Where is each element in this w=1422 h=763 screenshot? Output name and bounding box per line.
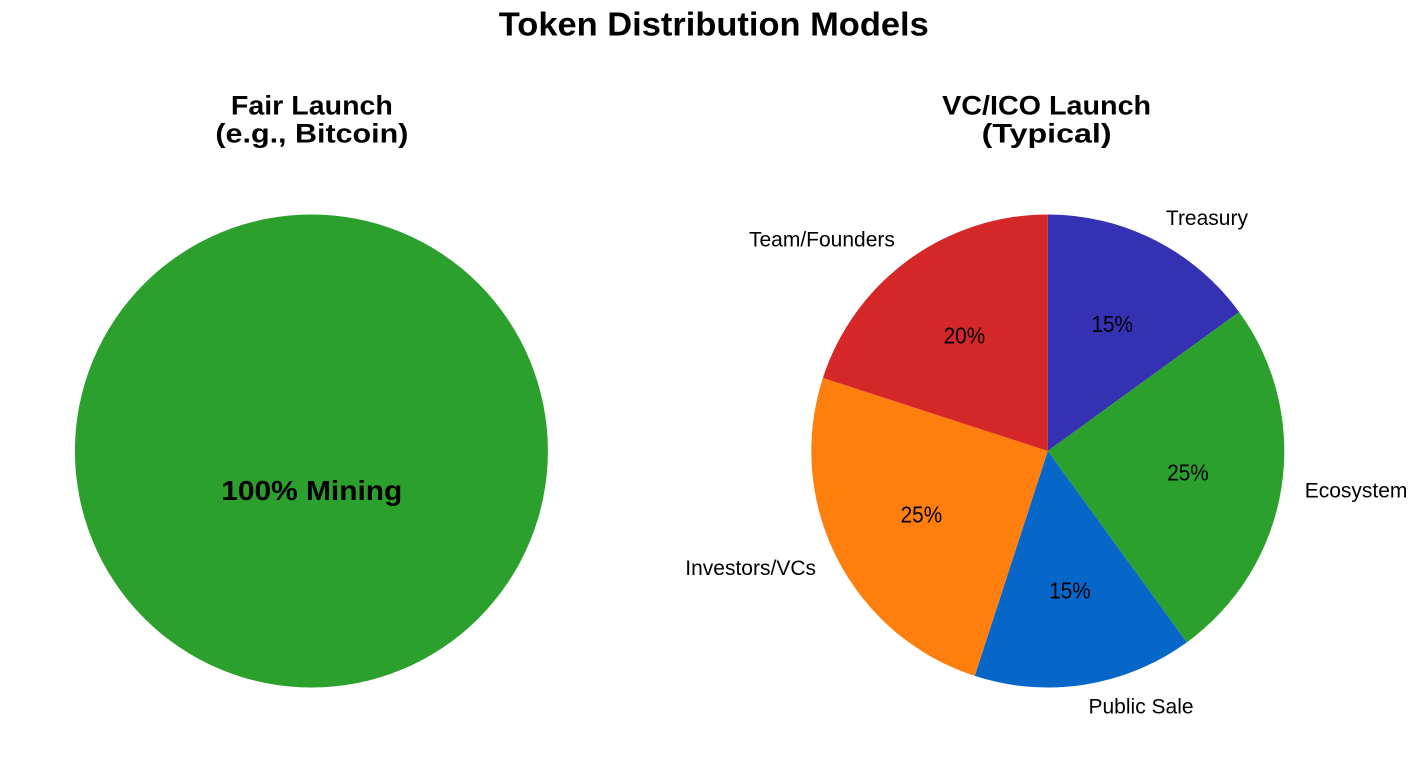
svg-text:25%: 25%	[901, 502, 943, 528]
svg-text:Token Distribution Models: Token Distribution Models	[499, 7, 929, 44]
svg-text:Fair Launch: Fair Launch	[231, 91, 393, 121]
svg-text:Ecosystem: Ecosystem	[1305, 480, 1408, 503]
svg-text:15%: 15%	[1049, 577, 1091, 603]
svg-text:15%: 15%	[1091, 311, 1133, 337]
svg-text:(e.g., Bitcoin): (e.g., Bitcoin)	[215, 118, 408, 148]
svg-text:Team/Founders: Team/Founders	[749, 228, 895, 251]
svg-text:VC/ICO Launch: VC/ICO Launch	[942, 91, 1151, 121]
svg-text:20%: 20%	[944, 322, 986, 348]
svg-text:Treasury: Treasury	[1166, 207, 1249, 230]
svg-text:25%: 25%	[1167, 459, 1209, 485]
svg-text:Investors/VCs: Investors/VCs	[685, 557, 816, 580]
svg-text:(Typical): (Typical)	[982, 118, 1112, 148]
svg-text:Public Sale: Public Sale	[1089, 696, 1194, 719]
svg-text:100% Mining: 100% Mining	[221, 475, 402, 506]
